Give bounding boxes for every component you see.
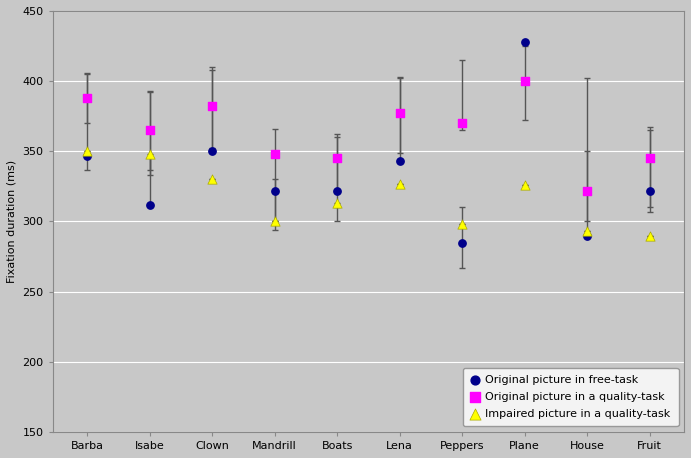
Original picture in a quality-task <box>144 126 155 134</box>
Original picture in free-task <box>269 187 280 194</box>
Impaired picture in a quality-task <box>457 221 468 228</box>
Original picture in free-task <box>82 152 93 159</box>
Original picture in a quality-task <box>207 103 218 110</box>
Impaired picture in a quality-task <box>519 181 530 189</box>
Impaired picture in a quality-task <box>82 147 93 155</box>
Impaired picture in a quality-task <box>644 232 655 239</box>
Original picture in free-task <box>644 187 655 194</box>
Impaired picture in a quality-task <box>394 180 405 187</box>
Original picture in a quality-task <box>519 77 530 85</box>
Original picture in free-task <box>519 38 530 45</box>
Impaired picture in a quality-task <box>207 176 218 183</box>
Impaired picture in a quality-task <box>269 218 280 225</box>
Y-axis label: Fixation duration (ms): Fixation duration (ms) <box>7 160 17 283</box>
Original picture in a quality-task <box>82 94 93 102</box>
Impaired picture in a quality-task <box>582 228 593 235</box>
Original picture in free-task <box>207 147 218 155</box>
Impaired picture in a quality-task <box>144 150 155 158</box>
Original picture in a quality-task <box>457 120 468 127</box>
Original picture in free-task <box>457 239 468 246</box>
Original picture in a quality-task <box>644 155 655 162</box>
Original picture in a quality-task <box>582 187 593 194</box>
Original picture in a quality-task <box>394 110 405 117</box>
Original picture in free-task <box>144 201 155 208</box>
Original picture in free-task <box>394 158 405 165</box>
Original picture in free-task <box>332 187 343 194</box>
Original picture in a quality-task <box>269 150 280 158</box>
Original picture in free-task <box>582 232 593 239</box>
Original picture in a quality-task <box>332 155 343 162</box>
Impaired picture in a quality-task <box>332 200 343 207</box>
Legend: Original picture in free-task, Original picture in a quality-task, Impaired pict: Original picture in free-task, Original … <box>463 368 679 426</box>
